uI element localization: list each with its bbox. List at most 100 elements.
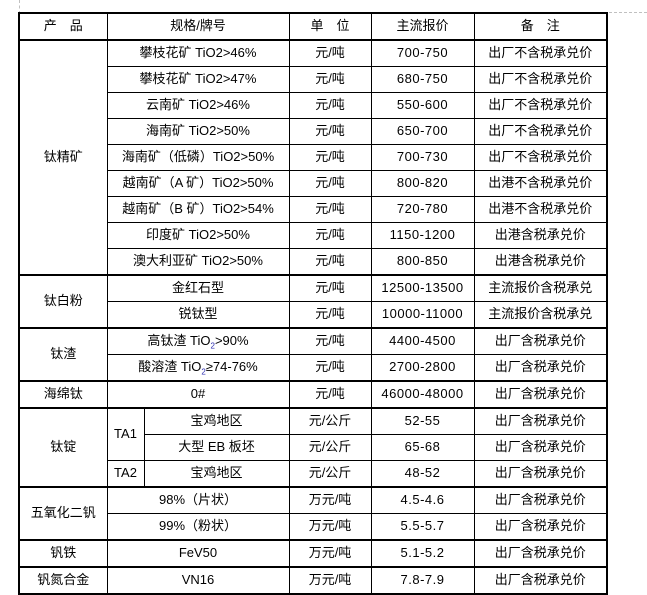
table-row: 99%（粉状） 万元/吨 5.5-5.7 出厂含税承兑价 xyxy=(19,513,608,541)
unit-cell: 元/吨 xyxy=(288,248,372,276)
price-cell: 700-730 xyxy=(370,144,475,171)
table-row: 澳大利亚矿 TiO2>50% 元/吨 800-850 出港含税承兑价 xyxy=(19,248,608,276)
product-cell: 钛精矿 xyxy=(18,39,108,276)
price-cell: 4.5-4.6 xyxy=(370,486,475,514)
spec-cell: FeV50 xyxy=(106,539,290,568)
grade-cell: TA2 xyxy=(106,460,145,488)
note-cell: 出厂含税承兑价 xyxy=(473,407,608,435)
spec-cell: 越南矿（A 矿）TiO2>50% xyxy=(106,170,290,197)
note-cell: 出港含税承兑价 xyxy=(473,248,608,276)
price-table: 产 品 规格/牌号 单 位 主流报价 备 注 钛精矿 攀枝花矿 TiO2>46%… xyxy=(18,12,608,595)
table-row: 印度矿 TiO2>50% 元/吨 1150-1200 出港含税承兑价 xyxy=(19,222,608,249)
note-cell: 主流报价含税承兑 xyxy=(473,301,608,329)
spec-cell: 0# xyxy=(106,380,290,409)
spec-text: 高钛渣 TiO xyxy=(147,333,211,349)
spec-cell: 酸溶渣 TiO2≥74-76% xyxy=(106,354,290,382)
table-row: 钛渣 高钛渣 TiO2>90% 元/吨 4400-4500 出厂含税承兑价 xyxy=(18,327,608,382)
note-cell: 出厂含税承兑价 xyxy=(473,460,608,488)
price-cell: 48-52 xyxy=(370,460,475,488)
spec-cell: 攀枝花矿 TiO2>46% xyxy=(106,39,290,67)
spec-text: 酸溶渣 TiO xyxy=(138,359,202,375)
table-header-row: 产 品 规格/牌号 单 位 主流报价 备 注 xyxy=(18,12,608,41)
note-cell: 出厂含税承兑价 xyxy=(473,327,608,355)
unit-cell: 元/吨 xyxy=(288,39,372,67)
table-row: 越南矿（A 矿）TiO2>50% 元/吨 800-820 出港不含税承兑价 xyxy=(19,170,608,197)
product-cell: 海绵钛 xyxy=(18,380,108,409)
spec-text: >90% xyxy=(214,333,249,349)
table-row: 海南矿（低磷）TiO2>50% 元/吨 700-730 出厂不含税承兑价 xyxy=(19,144,608,171)
unit-cell: 元/吨 xyxy=(288,144,372,171)
note-cell: 出厂含税承兑价 xyxy=(473,434,608,461)
spec-cell: 云南矿 TiO2>46% xyxy=(106,92,290,119)
spec-cell: 锐钛型 xyxy=(106,301,290,329)
table-row: 越南矿（B 矿）TiO2>54% 元/吨 720-780 出港不含税承兑价 xyxy=(19,196,608,223)
unit-cell: 元/吨 xyxy=(288,301,372,329)
price-cell: 800-820 xyxy=(370,170,475,197)
price-cell: 65-68 xyxy=(370,434,475,461)
unit-cell: 元/公斤 xyxy=(288,434,372,461)
table-row: 海南矿 TiO2>50% 元/吨 650-700 出厂不含税承兑价 xyxy=(19,118,608,145)
price-cell: 1150-1200 xyxy=(370,222,475,249)
spec-cell: 澳大利亚矿 TiO2>50% xyxy=(106,248,290,276)
header-product: 产 品 xyxy=(18,12,108,41)
unit-cell: 万元/吨 xyxy=(288,486,372,514)
price-cell: 46000-48000 xyxy=(370,380,475,409)
table-row: 海绵钛 0# 元/吨 46000-48000 出厂含税承兑价 xyxy=(18,380,608,409)
note-cell: 出厂含税承兑价 xyxy=(473,513,608,541)
note-cell: 出厂含税承兑价 xyxy=(473,380,608,409)
note-cell: 出厂含税承兑价 xyxy=(473,539,608,568)
price-cell: 5.5-5.7 xyxy=(370,513,475,541)
table-row: 五氧化二钒 98%（片状） 万元/吨 4.5-4.6 出厂含税承兑价 xyxy=(18,486,608,541)
note-cell: 出厂不含税承兑价 xyxy=(473,144,608,171)
unit-cell: 元/吨 xyxy=(288,196,372,223)
note-cell: 出厂含税承兑价 xyxy=(473,486,608,514)
spec-cell: 宝鸡地区 xyxy=(143,460,290,488)
spec-cell: 98%（片状） xyxy=(106,486,290,514)
price-cell: 680-750 xyxy=(370,66,475,93)
product-cell: 钒氮合金 xyxy=(18,566,108,595)
table-row: 锐钛型 元/吨 10000-11000 主流报价含税承兑 xyxy=(19,301,608,329)
product-cell: 五氧化二钒 xyxy=(18,486,108,541)
product-cell: 钛锭 xyxy=(18,407,108,488)
unit-cell: 元/公斤 xyxy=(288,407,372,435)
table-row: TA2 宝鸡地区 元/公斤 48-52 出厂含税承兑价 xyxy=(19,460,608,488)
price-cell: 550-600 xyxy=(370,92,475,119)
price-cell: 10000-11000 xyxy=(370,301,475,329)
table-row: 大型 EB 板坯 元/公斤 65-68 出厂含税承兑价 xyxy=(19,434,608,461)
spec-cell: 越南矿（B 矿）TiO2>54% xyxy=(106,196,290,223)
note-cell: 主流报价含税承兑 xyxy=(473,274,608,302)
note-cell: 出港含税承兑价 xyxy=(473,222,608,249)
product-cell: 钛渣 xyxy=(18,327,108,382)
header-unit: 单 位 xyxy=(288,12,372,41)
note-cell: 出厂含税承兑价 xyxy=(473,354,608,382)
spec-cell: 99%（粉状） xyxy=(106,513,290,541)
grade-cell: TA1 xyxy=(106,407,145,461)
note-cell: 出港不含税承兑价 xyxy=(473,196,608,223)
spec-text: ≥74-76% xyxy=(205,359,258,375)
price-cell: 12500-13500 xyxy=(370,274,475,302)
product-cell: 钛白粉 xyxy=(18,274,108,329)
price-cell: 4400-4500 xyxy=(370,327,475,355)
spec-subscript: 2 xyxy=(210,341,215,351)
unit-cell: 万元/吨 xyxy=(288,539,372,568)
product-cell: 钒铁 xyxy=(18,539,108,568)
page-break-dashed-vertical xyxy=(19,0,20,14)
spec-cell: 宝鸡地区 xyxy=(143,407,290,435)
spec-cell: 海南矿（低磷）TiO2>50% xyxy=(106,144,290,171)
header-price: 主流报价 xyxy=(370,12,475,41)
unit-cell: 元/吨 xyxy=(288,222,372,249)
table-row: 钒氮合金 VN16 万元/吨 7.8-7.9 出厂含税承兑价 xyxy=(18,566,608,595)
price-cell: 7.8-7.9 xyxy=(370,566,475,595)
table-row: 酸溶渣 TiO2≥74-76% 元/吨 2700-2800 出厂含税承兑价 xyxy=(19,354,608,382)
unit-cell: 元/吨 xyxy=(288,380,372,409)
table-row: 钛锭 TA1 宝鸡地区 元/公斤 52-55 出厂含税承兑价 xyxy=(18,407,608,488)
unit-cell: 万元/吨 xyxy=(288,566,372,595)
spec-cell: 印度矿 TiO2>50% xyxy=(106,222,290,249)
table-row: 钛白粉 金红石型 元/吨 12500-13500 主流报价含税承兑 xyxy=(18,274,608,329)
price-cell: 650-700 xyxy=(370,118,475,145)
unit-cell: 元/吨 xyxy=(288,327,372,355)
note-cell: 出厂不含税承兑价 xyxy=(473,39,608,67)
price-cell: 5.1-5.2 xyxy=(370,539,475,568)
spec-cell: 大型 EB 板坯 xyxy=(143,434,290,461)
unit-cell: 元/吨 xyxy=(288,92,372,119)
